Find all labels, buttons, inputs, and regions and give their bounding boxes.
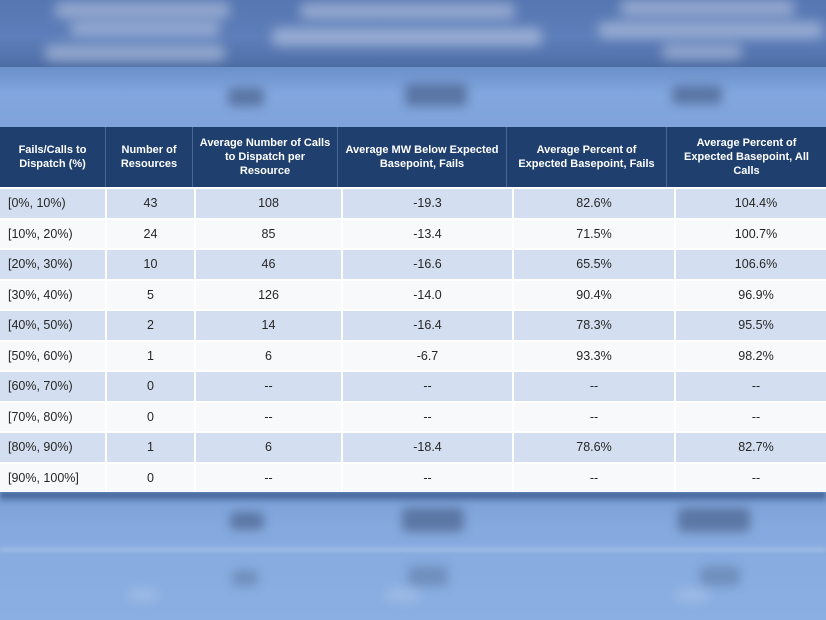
table-cell: -- [196, 372, 341, 401]
blurred-text-blob [70, 22, 220, 36]
table-cell: -16.6 [343, 250, 512, 279]
blurred-text-blob [385, 590, 420, 600]
table-header-cell: Average Number of Calls to Dispatch per … [192, 127, 337, 187]
table-cell: 78.3% [514, 311, 674, 340]
table-cell: 14 [196, 311, 341, 340]
table-cell: -6.7 [343, 341, 512, 370]
table-cell: 10 [107, 250, 194, 279]
table-header-cell: Fails/Calls to Dispatch (%) [18, 143, 87, 170]
table-cell: 5 [107, 280, 194, 309]
table-cell: 71.5% [514, 219, 674, 248]
table-cell: 82.7% [676, 433, 826, 462]
table-cell: -- [343, 372, 512, 401]
table-cell: [60%, 70%) [0, 372, 105, 401]
blurred-top-header-band [0, 0, 826, 67]
blurred-number-smudge [678, 508, 750, 532]
table-cell: 93.3% [514, 341, 674, 370]
table-cell: [90%, 100%] [0, 463, 105, 492]
table-cell: 85 [196, 219, 341, 248]
table-cell: 6 [196, 433, 341, 462]
blurred-text-blob [300, 3, 515, 19]
table-cell: [70%, 80%) [0, 402, 105, 431]
table-cell: -19.3 [343, 189, 512, 218]
table-cell: -- [514, 372, 674, 401]
table-cell: 95.5% [676, 311, 826, 340]
table-cell: 104.4% [676, 189, 826, 218]
table-cell: 1 [107, 341, 194, 370]
table-cell: [50%, 60%) [0, 341, 105, 370]
table-cell: [30%, 40%) [0, 280, 105, 309]
blurred-text-blob [675, 590, 710, 600]
blurred-number-smudge [228, 88, 264, 106]
table-cell: -- [514, 463, 674, 492]
table-cell: 126 [196, 280, 341, 309]
blurred-text-blob [55, 2, 230, 18]
blurred-text-blob [272, 28, 542, 46]
table-cell: [0%, 10%) [0, 189, 105, 218]
table-cell: 46 [196, 250, 341, 279]
blurred-text-blob [598, 22, 823, 38]
blurred-number-smudge [672, 86, 722, 104]
table-cell: [40%, 50%) [0, 311, 105, 340]
blurred-number-smudge [232, 570, 258, 586]
table-cell: 0 [107, 372, 194, 401]
blurred-table-bottom-edge [0, 492, 826, 504]
table-cell: [20%, 30%) [0, 250, 105, 279]
table-cell: 96.9% [676, 280, 826, 309]
table-cell: -- [514, 402, 674, 431]
table-cell: 100.7% [676, 219, 826, 248]
table-cell: -18.4 [343, 433, 512, 462]
table-cell: -- [196, 463, 341, 492]
table-cell: 90.4% [514, 280, 674, 309]
blurred-upper-row-band [0, 67, 826, 127]
blurred-number-smudge [402, 508, 464, 532]
table-cell: 106.6% [676, 250, 826, 279]
table-cell: 98.2% [676, 341, 826, 370]
table-header-row: Fails/Calls to Dispatch (%) Number of Res… [0, 127, 826, 187]
table-cell: -- [343, 463, 512, 492]
table-cell: 65.5% [514, 250, 674, 279]
table-cell: 24 [107, 219, 194, 248]
table-cell: 0 [107, 402, 194, 431]
table-header-cell: Average MW Below Expected Basepoint, Fai… [337, 127, 506, 187]
table-cell: 43 [107, 189, 194, 218]
blurred-lower-row-band [0, 492, 826, 620]
table-cell: 82.6% [514, 189, 674, 218]
table-cell: [10%, 20%) [0, 219, 105, 248]
blurred-number-smudge [405, 84, 467, 106]
table-cell: 2 [107, 311, 194, 340]
blurred-number-smudge [230, 512, 264, 530]
blurred-text-blob [128, 590, 158, 600]
table-cell: 108 [196, 189, 341, 218]
table-cell: -- [676, 463, 826, 492]
blurred-text-blob [45, 45, 225, 61]
blurred-row-divider [0, 548, 826, 551]
table-header-cell: Average Percent of Expected Basepoint, F… [506, 127, 666, 187]
blurred-number-smudge [408, 566, 448, 586]
table-cell: -- [343, 402, 512, 431]
table-cell: -- [676, 402, 826, 431]
table-cell: -13.4 [343, 219, 512, 248]
table-cell: 0 [107, 463, 194, 492]
dispatch-table-body: [0%, 10%) 43 108 -19.3 82.6% 104.4% [10%, 20%)… [0, 187, 826, 492]
table-cell: -14.0 [343, 280, 512, 309]
table-cell: 1 [107, 433, 194, 462]
table-cell: -- [676, 372, 826, 401]
table-header-cell: Average Percent of Expected Basepoint, A… [666, 127, 826, 187]
table-cell: -- [196, 402, 341, 431]
table-header-cell: Number of Resources [105, 127, 192, 187]
table-cell: 78.6% [514, 433, 674, 462]
table-cell: [80%, 90%) [0, 433, 105, 462]
dispatch-performance-table: Fails/Calls to Dispatch (%) Number of Res… [0, 127, 826, 492]
blurred-text-blob [620, 0, 795, 16]
blurred-number-smudge [700, 566, 740, 586]
blurred-text-blob [662, 45, 742, 59]
table-cell: 6 [196, 341, 341, 370]
table-cell: -16.4 [343, 311, 512, 340]
